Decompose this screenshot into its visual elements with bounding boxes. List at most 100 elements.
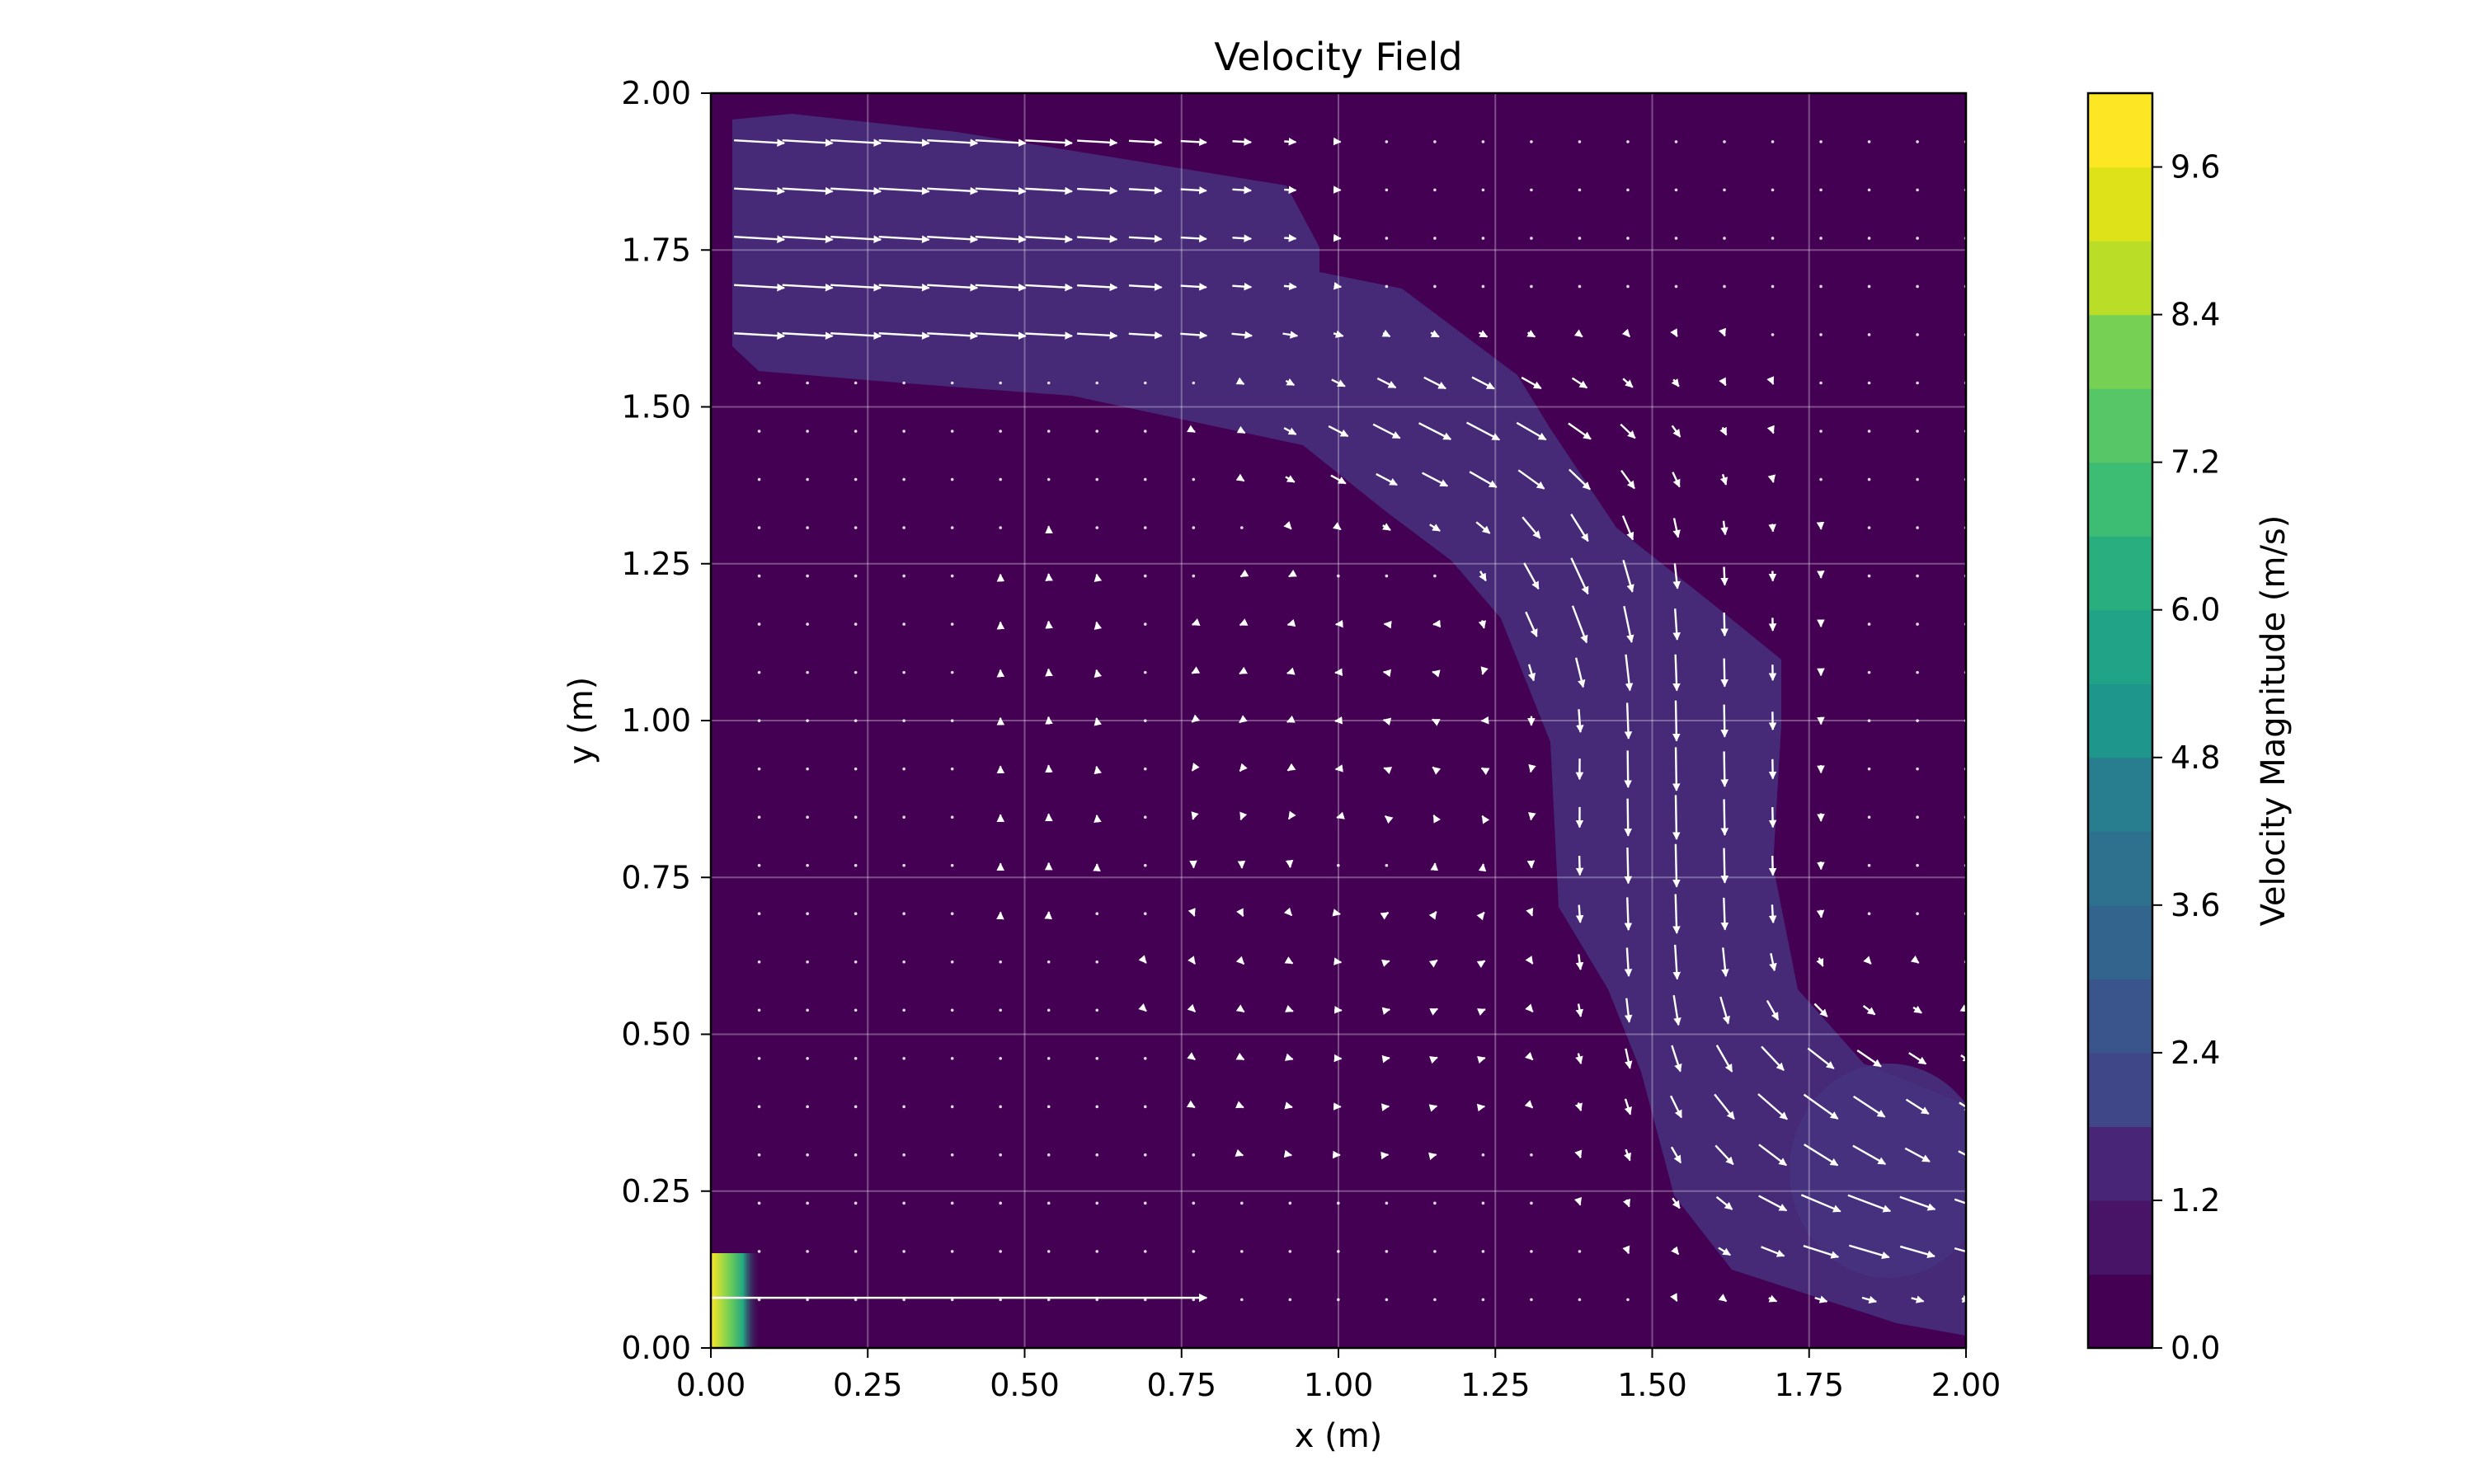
y-tick-label: 0.75 <box>621 859 691 895</box>
quiver-arrow <box>999 1153 1003 1157</box>
quiver-arrow <box>999 1201 1003 1205</box>
colorbar-frame <box>2086 92 2154 1350</box>
quiver-arrow <box>1516 421 1547 441</box>
quiver-arrow <box>782 139 834 147</box>
quiver-arrow <box>1331 378 1346 387</box>
quiver-arrow <box>1385 1298 1389 1302</box>
quiver-arrow <box>1517 469 1545 490</box>
quiver-arrow <box>1803 1244 1840 1259</box>
y-tick-label: 1.75 <box>621 232 691 268</box>
quiver-arrow <box>806 477 809 481</box>
quiver-arrow <box>1670 328 1678 337</box>
quiver-arrow <box>1337 863 1340 867</box>
quiver-arrow <box>902 430 905 433</box>
quiver-arrow <box>1480 767 1490 776</box>
quiver-arrow <box>927 235 979 243</box>
quiver-arrow <box>1385 140 1389 143</box>
quiver-arrow <box>1530 1201 1533 1205</box>
quiver-arrow <box>1143 477 1147 481</box>
quiver-arrow <box>1574 1102 1583 1112</box>
quiver-arrow <box>1672 654 1681 692</box>
colorbar: 0.0 1.2 2.4 3.6 4.8 6.0 7.2 8.4 9.6 Velocity Mag… <box>2086 92 2293 1366</box>
quiver-arrow <box>782 186 834 195</box>
colorbar-tick-label: 2.4 <box>2171 1035 2220 1071</box>
colorbar-level <box>2088 1200 2152 1275</box>
quiver-arrow <box>1286 618 1296 627</box>
colorbar-tick-label: 8.4 <box>2171 297 2220 333</box>
quiver-arrow <box>1235 956 1245 965</box>
quiver-arrow <box>1624 998 1633 1023</box>
quiver-arrow <box>1143 381 1147 385</box>
quiver-arrow <box>1626 140 1630 143</box>
quiver-arrow <box>1910 955 1920 964</box>
quiver-arrow <box>1288 1250 1292 1253</box>
quiver-arrow <box>950 1056 954 1060</box>
quiver-arrow <box>757 960 761 964</box>
quiver-arrow <box>902 719 905 722</box>
quiver-arrow <box>1814 1295 1828 1303</box>
quiver-arrow <box>999 1250 1003 1253</box>
quiver-arrow <box>1047 1298 1051 1302</box>
quiver-arrow <box>1481 188 1485 192</box>
quiver-arrow <box>1143 1201 1147 1205</box>
x-tick-label: 0.00 <box>676 1367 746 1403</box>
quiver-arrow <box>1286 667 1296 675</box>
quiver-arrow <box>902 477 905 481</box>
quiver-arrow <box>1285 378 1296 387</box>
x-axis-label: x (m) <box>1295 1417 1383 1455</box>
quiver-arrow <box>806 574 809 578</box>
quiver-arrow <box>830 235 882 243</box>
quiver-arrow <box>1239 763 1248 773</box>
quiver-arrow <box>1571 377 1588 389</box>
quiver-arrow <box>757 1201 761 1205</box>
quiver-arrow <box>1188 956 1196 965</box>
quiver-arrow <box>757 1153 761 1157</box>
quiver-arrow <box>1095 1250 1099 1253</box>
quiver-arrow <box>1191 811 1199 820</box>
quiver-arrow <box>1047 1201 1051 1205</box>
quiver-arrow <box>1575 855 1584 876</box>
quiver-arrow <box>1719 377 1727 387</box>
quiver-arrow <box>1819 477 1823 481</box>
quiver-arrow <box>1624 798 1632 837</box>
quiver-arrow <box>1625 654 1634 692</box>
quiver-arrow <box>1867 140 1871 143</box>
quiver-arrow <box>1525 611 1538 637</box>
quiver-arrow <box>1240 1250 1244 1253</box>
quiver-arrow <box>1819 237 1823 240</box>
quiver-arrow <box>1671 378 1680 387</box>
quiver-arrow <box>1622 378 1634 388</box>
quiver-arrow <box>806 526 809 529</box>
quiver-arrow <box>757 430 761 433</box>
quiver-arrow <box>1180 186 1207 195</box>
quiver-arrow <box>1904 1147 1931 1162</box>
quiver-arrow <box>1807 1047 1835 1070</box>
quiver-arrow <box>1235 473 1245 482</box>
quiver-arrow <box>1385 863 1389 867</box>
quiver-arrow <box>1045 668 1053 677</box>
quiver-arrow <box>1385 284 1389 289</box>
quiver-arrow <box>1718 1294 1728 1303</box>
quiver-arrow <box>878 235 930 243</box>
quiver-arrow <box>757 863 761 867</box>
quiver-arrow <box>1143 912 1147 916</box>
quiver-arrow <box>1094 621 1103 630</box>
quiver-arrow <box>902 670 905 674</box>
colorbar-tick-label: 6.0 <box>2171 592 2220 628</box>
quiver-arrow <box>757 1105 761 1109</box>
quiver-arrow <box>1239 618 1249 627</box>
quiver-arrow <box>854 863 858 867</box>
colorbar-level <box>2088 1052 2152 1128</box>
quiver-arrow <box>902 1298 905 1302</box>
quiver-arrow <box>854 1201 858 1205</box>
quiver-arrow <box>1337 1201 1340 1205</box>
quiver-arrow <box>1239 811 1248 821</box>
colorbar-label: Velocity Magnitude (m/s) <box>2255 515 2293 927</box>
quiver-arrow <box>1143 1250 1147 1253</box>
quiver-arrow <box>1232 282 1253 291</box>
outflow-band <box>1790 1064 1966 1278</box>
quiver-arrow <box>1478 620 1487 629</box>
quiver-arrow <box>854 622 858 626</box>
quiver-arrow <box>1479 571 1487 582</box>
y-tick-label: 0.50 <box>621 1017 691 1053</box>
